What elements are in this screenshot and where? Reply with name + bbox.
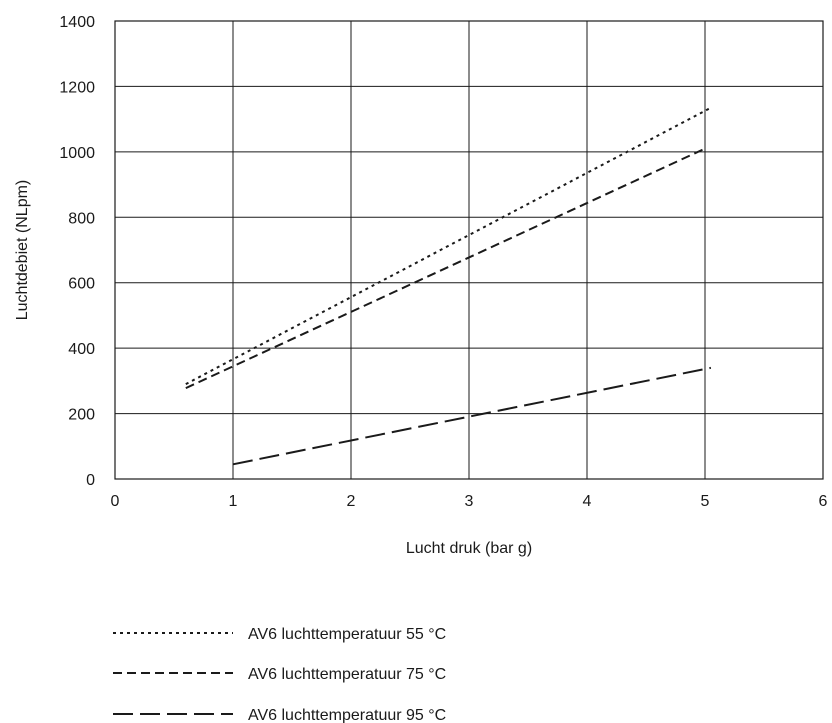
x-tick-label: 1: [229, 493, 238, 510]
x-tick-label: 2: [347, 493, 356, 510]
y-tick-label: 400: [68, 341, 95, 358]
legend-label-2: AV6 luchttemperatuur 75 °C: [248, 666, 446, 683]
plot-area: 0 1 2 3 4 5 6 0 200 400 600 800 1000 1200 1400: [59, 14, 827, 510]
x-tick-label: 3: [465, 493, 474, 510]
series-line-3: [232, 366, 712, 466]
y-tick-label: 0: [86, 472, 95, 489]
x-tick-label: 4: [583, 493, 592, 510]
y-axis-label: Luchtdebiet (NLpm): [14, 180, 31, 321]
y-tick-label: 200: [68, 407, 95, 424]
x-axis-label: Lucht druk (bar g): [406, 540, 532, 557]
series-line-2: [185, 147, 706, 390]
y-tick-label: 600: [68, 276, 95, 293]
plot-frame: [114, 20, 824, 480]
y-tick-label: 1400: [59, 14, 95, 31]
x-tick-label: 6: [819, 493, 828, 510]
legend-label-1: AV6 luchttemperatuur 55 °C: [248, 626, 446, 643]
x-tick-label: 0: [111, 493, 120, 510]
y-tick-label: 800: [68, 210, 95, 227]
x-tick-label: 5: [701, 493, 710, 510]
legend: AV6 luchttemperatuur 55 °C AV6 luchttempe…: [113, 626, 446, 723]
series-line-1: [185, 106, 712, 385]
y-tick-label: 1000: [59, 145, 95, 162]
legend-label-3: AV6 luchttemperatuur 95 °C: [248, 707, 446, 723]
y-tick-label: 1200: [59, 79, 95, 96]
